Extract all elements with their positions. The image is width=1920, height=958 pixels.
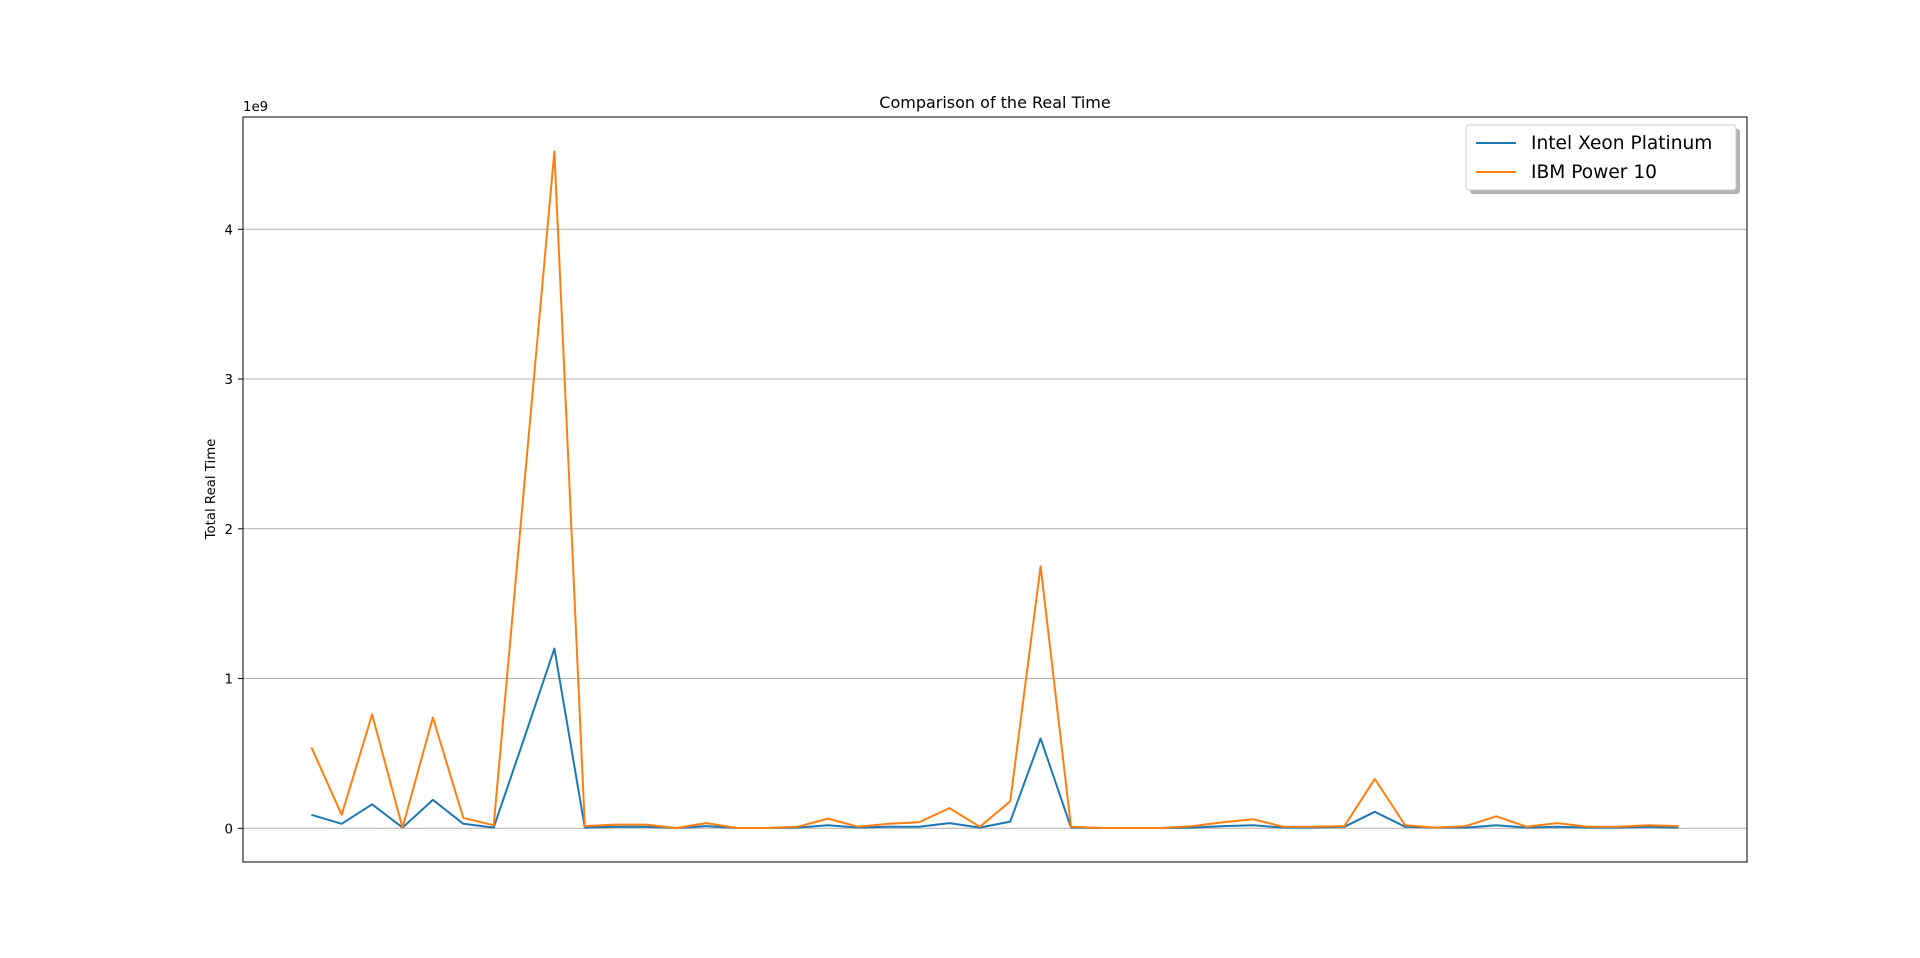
y-axis-label: Total Real Time xyxy=(204,439,219,541)
series-line-ibm-power-10 xyxy=(310,150,1679,829)
chart-title: Comparison of the Real Time xyxy=(879,93,1110,112)
legend: Intel Xeon Platinum IBM Power 10 xyxy=(1465,124,1740,194)
y-axis-offset-label: 1e9 xyxy=(243,100,268,115)
y-tick-label-2: 2 xyxy=(225,523,233,538)
y-tick-label-0: 0 xyxy=(225,822,233,837)
legend-label-intel: Intel Xeon Platinum xyxy=(1531,133,1712,154)
legend-box xyxy=(1465,124,1737,191)
y-axis-ticks: 0 1 2 3 4 xyxy=(225,223,243,837)
legend-label-ibm: IBM Power 10 xyxy=(1531,162,1657,183)
plot-frame xyxy=(242,116,1748,863)
plot-lines xyxy=(310,150,1679,829)
y-tick-label-1: 1 xyxy=(225,673,233,688)
y-tick-label-3: 3 xyxy=(225,373,233,388)
y-tick-label-4: 4 xyxy=(225,223,233,238)
